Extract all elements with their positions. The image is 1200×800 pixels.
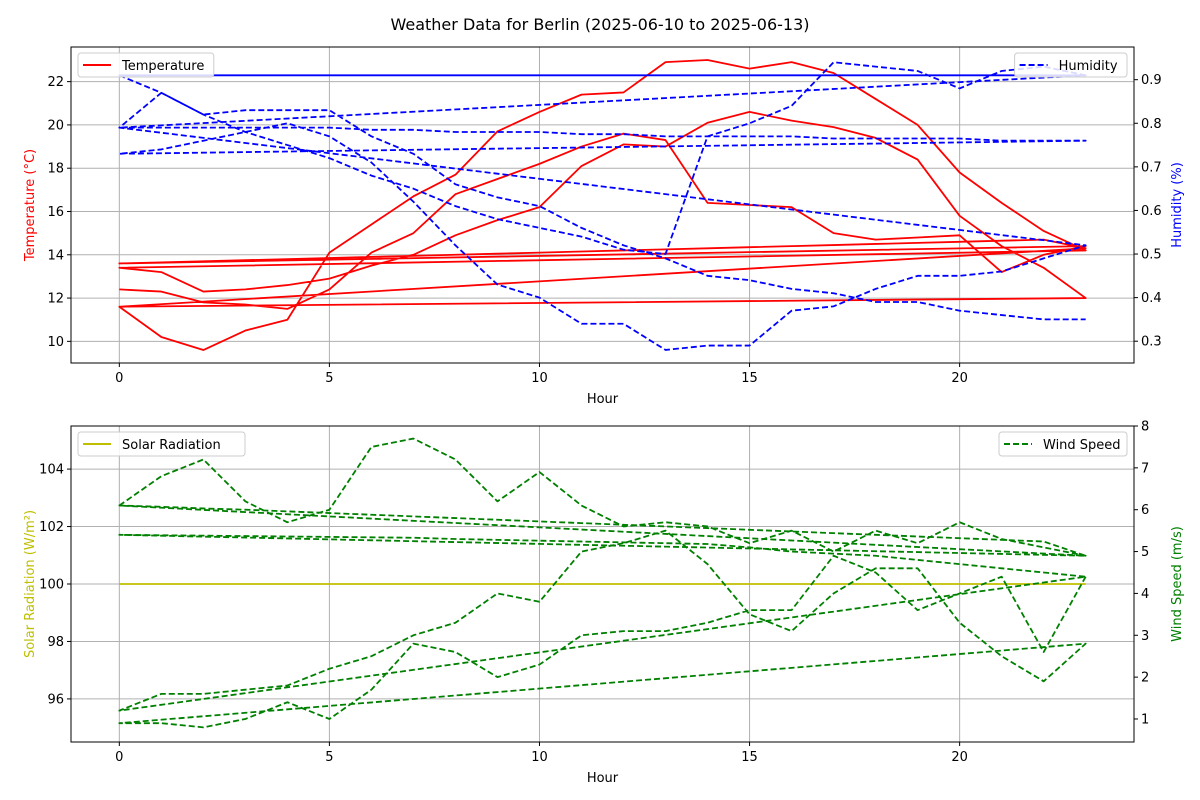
y-tick-label: 20: [47, 118, 64, 133]
y2-axis-label: Wind Speed (m/s): [1170, 526, 1185, 642]
plot-frame: [70, 46, 1135, 364]
wind-speed-series: [118, 437, 1087, 729]
y-tick-label: 18: [47, 162, 64, 177]
y2-tick-label: 0.4: [1141, 291, 1162, 306]
y-tick-label: 16: [47, 205, 64, 220]
legend-label: Wind Speed: [1043, 438, 1121, 453]
y2-tick-label: 5: [1141, 545, 1149, 560]
humidity-line: [118, 61, 1087, 351]
legend-box: [1014, 52, 1128, 78]
y-axis-ticks: 10 12 14 16 18 20 22: [47, 75, 71, 350]
x-tick-label: 20: [951, 750, 968, 765]
humidity-series: [118, 61, 1087, 351]
y-tick-label: 10: [47, 335, 64, 350]
x-axis-label: Hour: [587, 771, 619, 786]
y2-axis-ticks: 1 2 3 4 5 6 7 8: [1134, 420, 1149, 727]
x-tick-label: 15: [741, 750, 758, 765]
y2-tick-label: 0.3: [1141, 335, 1162, 350]
figure-title: Weather Data for Berlin (2025-06-10 to 2…: [390, 15, 809, 34]
x-axis-ticks: 0 5 10 15 20: [115, 363, 968, 386]
y-tick-label: 14: [47, 248, 64, 263]
x-axis-label: Hour: [587, 392, 619, 407]
y2-tick-label: 1: [1141, 712, 1149, 727]
x-tick-label: 0: [115, 750, 123, 765]
legend-label: Solar Radiation: [122, 438, 221, 453]
legend-label: Humidity: [1059, 59, 1118, 74]
x-axis-ticks: 0 5 10 15 20: [115, 742, 968, 765]
y2-axis-label: Humidity (%): [1170, 162, 1185, 248]
legend-solar-radiation: Solar Radiation: [77, 431, 246, 457]
y2-tick-label: 8: [1141, 420, 1149, 435]
y-tick-label: 100: [39, 578, 64, 593]
y-tick-label: 22: [47, 75, 64, 90]
wind-speed-line: [118, 437, 1087, 729]
y2-tick-label: 7: [1141, 461, 1149, 476]
solar-wind-panel: 0 5 10 15 20 96 98 100 102 104 1 2 3 4 5 6 7 8 Hour Sol…: [23, 420, 1185, 787]
legend-box: [77, 52, 215, 78]
y-tick-label: 102: [39, 520, 64, 535]
y2-tick-label: 0.5: [1141, 248, 1162, 263]
x-tick-label: 10: [531, 750, 548, 765]
x-tick-label: 10: [531, 371, 548, 386]
y2-tick-label: 6: [1141, 503, 1149, 518]
y-tick-label: 96: [47, 692, 64, 707]
legend-label: Temperature: [121, 59, 204, 74]
temperature-series: [118, 59, 1087, 351]
legend-box: [77, 431, 246, 457]
x-tick-label: 0: [115, 371, 123, 386]
legend-box: [998, 431, 1128, 457]
y-tick-label: 98: [47, 635, 64, 650]
y2-tick-label: 0.9: [1141, 73, 1162, 88]
y2-tick-label: 0.7: [1141, 160, 1162, 175]
y-tick-label: 104: [39, 463, 64, 478]
legend-humidity: Humidity: [1014, 52, 1128, 78]
y2-tick-label: 0.6: [1141, 204, 1162, 219]
y2-tick-label: 0.8: [1141, 117, 1162, 132]
x-tick-label: 15: [741, 371, 758, 386]
legend-temperature: Temperature: [77, 52, 215, 78]
legend-wind-speed: Wind Speed: [998, 431, 1128, 457]
x-tick-label: 5: [325, 750, 333, 765]
y-tick-label: 12: [47, 292, 64, 307]
y-axis-ticks: 96 98 100 102 104: [39, 463, 71, 707]
y2-tick-label: 2: [1141, 671, 1149, 686]
y2-tick-label: 4: [1141, 587, 1149, 602]
y2-tick-label: 3: [1141, 629, 1149, 644]
x-tick-label: 5: [325, 371, 333, 386]
y2-axis-ticks: 0.3 0.4 0.5 0.6 0.7 0.8 0.9: [1134, 73, 1162, 350]
x-tick-label: 20: [951, 371, 968, 386]
y-axis-label: Solar Radiation (W/m²): [23, 510, 38, 658]
y-axis-label: Temperature (°C): [23, 149, 38, 262]
temperature-line: [118, 59, 1087, 351]
